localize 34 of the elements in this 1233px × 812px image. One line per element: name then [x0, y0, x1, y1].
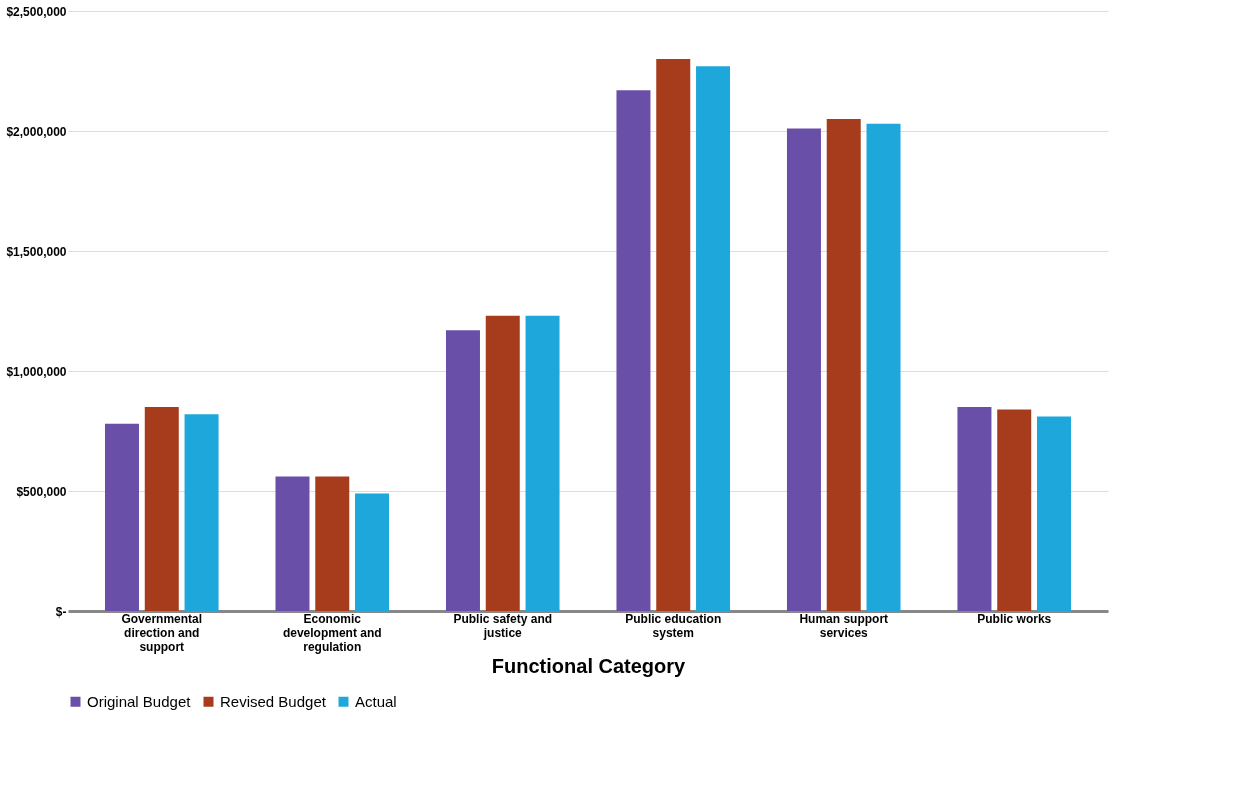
- bar: [826, 119, 861, 611]
- bar: [696, 66, 731, 611]
- bar: [957, 407, 992, 611]
- bar: [144, 407, 179, 611]
- legend-label: Actual: [355, 692, 397, 710]
- bar: [445, 330, 480, 611]
- bar: [184, 414, 219, 611]
- y-tick-label: $1,000,000: [6, 364, 67, 379]
- y-tick-label: $2,500,000: [6, 4, 67, 19]
- bar: [104, 423, 139, 611]
- y-tick-label: $500,000: [16, 484, 67, 499]
- bar: [525, 315, 560, 611]
- x-tick-label: Human support services: [799, 611, 889, 640]
- x-tick-label: Public safety and justice: [453, 611, 553, 640]
- bar: [485, 315, 520, 611]
- x-tick-label: Economic development and regulation: [282, 611, 382, 654]
- bar: [315, 476, 350, 611]
- legend-label: Revised Budget: [220, 692, 327, 710]
- x-axis-title: Functional Category: [491, 654, 687, 677]
- bar: [786, 128, 821, 611]
- y-tick-label: $-: [55, 604, 67, 619]
- bar: [656, 59, 691, 611]
- bar: [997, 409, 1032, 611]
- y-tick-label: $2,000,000: [6, 124, 67, 139]
- bar: [866, 123, 901, 611]
- bar: [355, 493, 390, 611]
- legend-label: Original Budget: [87, 692, 192, 710]
- x-tick-label: Governmental direction and support: [121, 611, 203, 654]
- bar: [275, 476, 310, 611]
- y-tick-label: $1,500,000: [6, 244, 67, 259]
- bar: [616, 90, 651, 611]
- bar: [1037, 416, 1072, 611]
- x-tick-label: Public education system: [625, 611, 722, 640]
- x-tick-label: Public works: [977, 611, 1052, 626]
